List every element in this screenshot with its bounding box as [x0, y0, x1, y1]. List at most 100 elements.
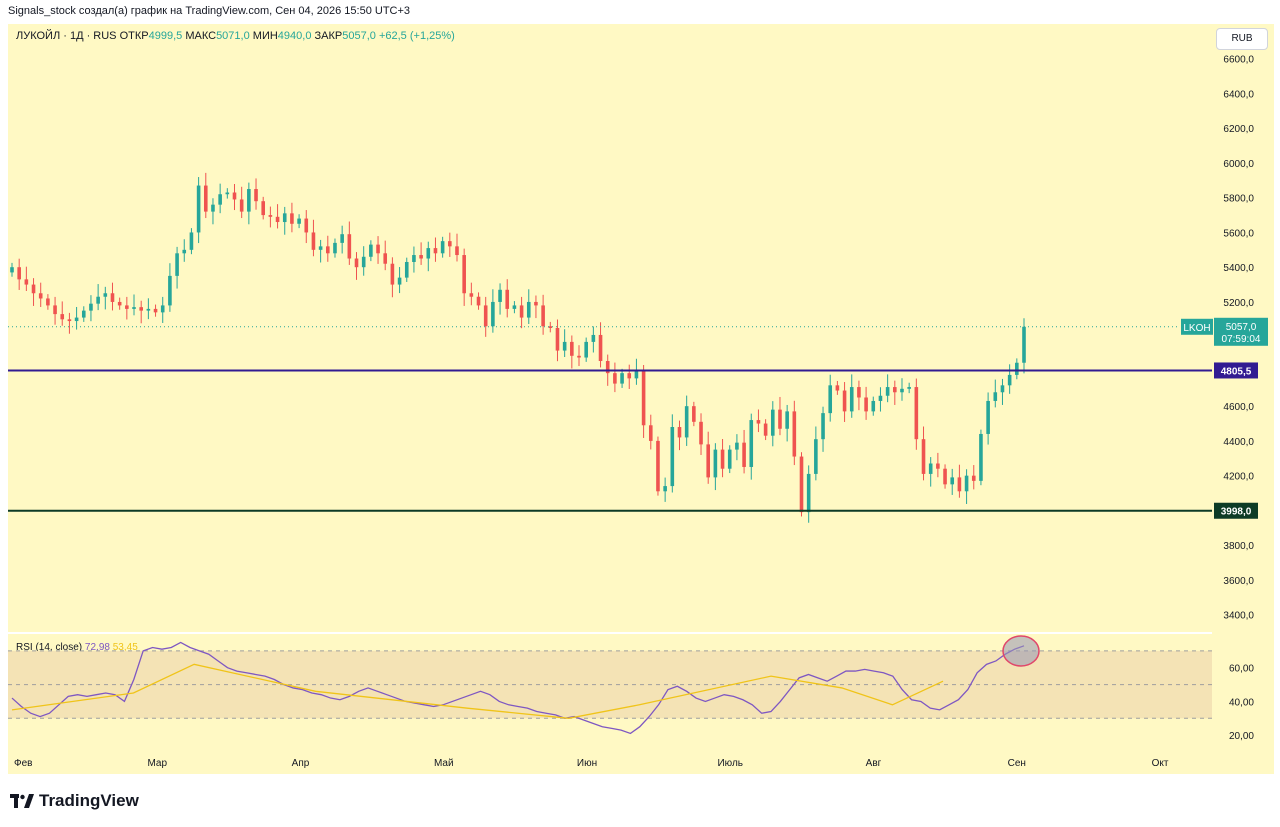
- candle-body: [821, 413, 825, 440]
- candle-body: [1022, 326, 1026, 363]
- high-value: 5071,0: [216, 30, 250, 42]
- candle-body: [1007, 374, 1012, 386]
- close-value: 5057,0: [342, 30, 376, 42]
- ohlc-legend: ЛУКОЙЛ · 1Д · RUS ОТКР4999,5 МАКС5071,0 …: [16, 30, 455, 42]
- candle-body: [369, 244, 373, 257]
- candle-body: [247, 189, 251, 212]
- candle-body: [361, 256, 366, 268]
- candle-body: [46, 298, 50, 306]
- candle-body: [849, 387, 854, 412]
- candle-body: [189, 232, 194, 250]
- candle-body: [268, 215, 273, 217]
- candle-body: [53, 305, 57, 315]
- candle-body: [613, 373, 617, 384]
- candle-body: [110, 293, 115, 302]
- candle-body: [340, 234, 344, 243]
- candle-body: [842, 390, 847, 412]
- candle-body: [835, 385, 840, 391]
- candle-body: [778, 409, 782, 429]
- candle-body: [735, 442, 739, 450]
- candle-body: [261, 201, 266, 216]
- candle-body: [598, 334, 603, 362]
- price-tick-label: 3600,0: [1223, 576, 1254, 587]
- high-label: МАКС: [185, 30, 217, 42]
- attribution-text: Signals_stock создал(а) график на Tradin…: [8, 5, 411, 17]
- candle-body: [168, 275, 172, 306]
- candle-body: [591, 334, 596, 342]
- time-tick-label: Май: [434, 758, 454, 769]
- symbol-tag-label: LKOH: [1183, 323, 1210, 334]
- price-tick-label: 5400,0: [1223, 263, 1254, 274]
- candle-body: [706, 444, 710, 478]
- candle-body: [448, 241, 452, 247]
- currency-button[interactable]: RUB: [1216, 28, 1268, 50]
- candle-body: [469, 293, 474, 297]
- candle-body: [455, 246, 459, 256]
- candle-body: [282, 213, 287, 223]
- time-tick-label: Июн: [577, 758, 597, 769]
- candle-body: [785, 411, 789, 429]
- candle-body: [914, 387, 919, 440]
- candle-body: [828, 385, 833, 414]
- candle-body: [893, 387, 897, 393]
- candle-body: [347, 234, 352, 259]
- candle-body: [74, 317, 79, 322]
- price-axis[interactable]: [1212, 24, 1274, 752]
- rsi-legend: RSI (14, close) 72,98 53,45: [16, 642, 138, 653]
- time-tick-label: Июль: [717, 758, 743, 769]
- time-axis[interactable]: [8, 752, 1274, 774]
- candle-body: [498, 289, 502, 302]
- rsi-tick-label: 20,00: [1229, 731, 1254, 742]
- rsi-ma-value: 53,45: [112, 642, 138, 653]
- time-tick-label: Окт: [1152, 758, 1169, 769]
- candle-body: [38, 293, 43, 299]
- rsi-tick-label: 60,00: [1229, 664, 1254, 675]
- time-tick-label: Мар: [147, 758, 167, 769]
- candle-body: [943, 468, 947, 485]
- candle-body: [964, 475, 969, 492]
- price-chart-pane[interactable]: [8, 24, 1212, 632]
- close-label: ЗАКР: [314, 30, 343, 42]
- symbol-label: ЛУКОЙЛ · 1Д · RUS: [16, 30, 117, 42]
- candle-body: [656, 440, 660, 492]
- last-price-label: 5057,0: [1226, 322, 1257, 333]
- candle-body: [146, 308, 151, 311]
- candle-body: [885, 387, 890, 396]
- price-tick-label: 4400,0: [1223, 437, 1254, 448]
- price-tick-label: 4200,0: [1223, 472, 1254, 483]
- candle-body: [196, 185, 201, 233]
- candle-body: [900, 388, 904, 393]
- candle-body: [412, 255, 416, 262]
- candle-body: [426, 248, 431, 259]
- candle-body: [419, 255, 423, 259]
- candle-body: [921, 439, 926, 474]
- candle-body: [526, 301, 531, 318]
- candle-body: [476, 296, 481, 306]
- candle-body: [857, 387, 861, 398]
- candle-body: [225, 192, 230, 195]
- candle-body: [957, 477, 962, 492]
- candle-body: [275, 216, 280, 223]
- candle-body: [132, 307, 136, 309]
- candle-body: [96, 296, 100, 304]
- candle-body: [117, 301, 122, 306]
- candle-body: [17, 267, 21, 280]
- candle-body: [570, 341, 574, 356]
- candle-body: [670, 427, 675, 487]
- candle-body: [89, 303, 93, 311]
- candle-body: [864, 397, 868, 412]
- candle-body: [756, 420, 761, 424]
- candle-body: [491, 301, 495, 327]
- price-tick-label: 6400,0: [1223, 89, 1254, 100]
- rsi-value: 72,98: [84, 642, 110, 653]
- change-value: +62,5 (+1,25%): [378, 30, 455, 42]
- candle-body: [713, 449, 718, 478]
- price-tick-label: 3400,0: [1223, 611, 1254, 622]
- candle-body: [641, 371, 646, 426]
- candle-body: [390, 263, 395, 285]
- candle-body: [383, 253, 388, 264]
- price-tick-label: 5200,0: [1223, 298, 1254, 309]
- candle-body: [483, 305, 488, 327]
- candle-body: [555, 328, 560, 351]
